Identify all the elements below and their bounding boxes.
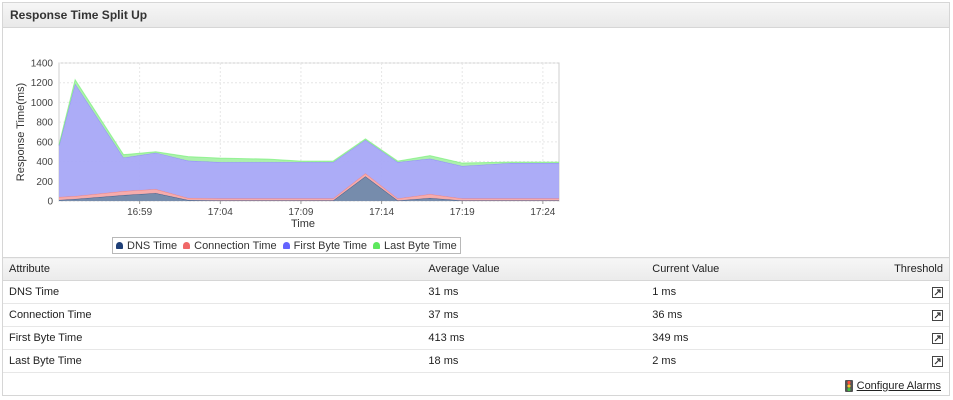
x-tick-label: 16:59 [127,207,152,218]
average-cell: 37 ms [422,303,647,327]
table-row: DNS Time 31 ms 1 ms [3,280,949,304]
average-cell: 413 ms [422,326,647,350]
column-header-average: Average Value [422,257,647,281]
table-row: Last Byte Time 18 ms 2 ms [3,349,949,373]
y-tick-label: 600 [36,137,53,148]
threshold-edit-icon[interactable] [932,286,943,298]
average-cell: 18 ms [422,349,647,373]
threshold-cell [870,280,949,304]
y-tick-label: 1400 [31,59,54,70]
chart-svg: 0 200 400 600 800 1000 1200 1400 16:59 17:04 17:09… [15,59,560,230]
x-tick-label: 17:09 [288,207,313,218]
legend-label-dns: DNS Time [127,239,178,252]
current-cell: 1 ms [646,280,870,304]
threshold-edit-icon[interactable] [932,309,943,321]
y-axis-label: Response Time(ms) [15,83,27,181]
chart-legend: DNS Time Connection Time First Byte Time… [112,237,461,254]
table-header-row: Attribute Average Value Current Value Th… [3,257,949,281]
x-tick-label: 17:04 [208,207,233,218]
x-tick-label: 17:14 [369,207,394,218]
y-tick-label: 1200 [31,78,54,89]
response-time-chart: 0 200 400 600 800 1000 1200 1400 16:59 17:04 17:09… [3,29,573,259]
configure-alarms: Configure Alarms [844,380,941,392]
legend-swatch-connection [183,242,191,249]
attribute-table: Attribute Average Value Current Value Th… [3,257,949,373]
legend-label-last-byte: Last Byte Time [384,239,457,252]
x-tick-label: 17:24 [530,207,555,218]
y-tick-label: 400 [36,157,53,168]
legend-swatch-dns [116,242,123,249]
panel-title: Response Time Split Up [3,3,949,28]
x-axis-label: Time [291,218,315,230]
response-time-panel: Response Time Split Up 0 200 400 600 800 1000… [2,2,950,396]
current-cell: 2 ms [646,349,870,373]
attribute-cell: DNS Time [3,280,423,304]
threshold-cell [870,303,949,327]
current-cell: 349 ms [646,326,870,350]
threshold-cell [870,349,949,373]
y-tick-label: 0 [47,197,53,208]
average-cell: 31 ms [422,280,647,304]
series-area-first-byte-time [59,83,559,199]
threshold-edit-icon[interactable] [932,332,943,344]
traffic-light-icon [844,380,853,392]
legend-label-first-byte: First Byte Time [293,239,368,252]
y-tick-label: 200 [36,177,53,188]
threshold-edit-icon[interactable] [932,355,943,367]
series-line-last-byte-time [58,78,559,164]
configure-alarms-link[interactable]: Configure Alarms [856,380,941,392]
legend-swatch-last-byte [373,242,381,249]
attribute-cell: First Byte Time [3,326,423,350]
attribute-cell: Connection Time [3,303,423,327]
y-tick-label: 800 [36,118,53,129]
series-area-dns-time [59,176,559,201]
column-header-threshold: Threshold [870,257,949,281]
legend-item-first-byte[interactable]: First Byte Time [282,239,368,252]
y-tick-label: 1000 [31,98,54,109]
column-header-attribute: Attribute [3,257,423,281]
legend-swatch-first-byte [282,242,290,249]
threshold-cell [870,326,949,350]
legend-item-connection[interactable]: Connection Time [183,240,277,252]
current-cell: 36 ms [646,303,870,327]
table-row: Connection Time 37 ms 36 ms [3,303,949,327]
legend-item-last-byte[interactable]: Last Byte Time [373,240,457,252]
legend-item-dns[interactable]: DNS Time [116,240,177,252]
x-tick-label: 17:19 [450,207,475,218]
legend-label-connection: Connection Time [194,239,277,252]
column-header-current: Current Value [646,257,870,281]
table-row: First Byte Time 413 ms 349 ms [3,326,949,350]
attribute-cell: Last Byte Time [3,349,423,373]
